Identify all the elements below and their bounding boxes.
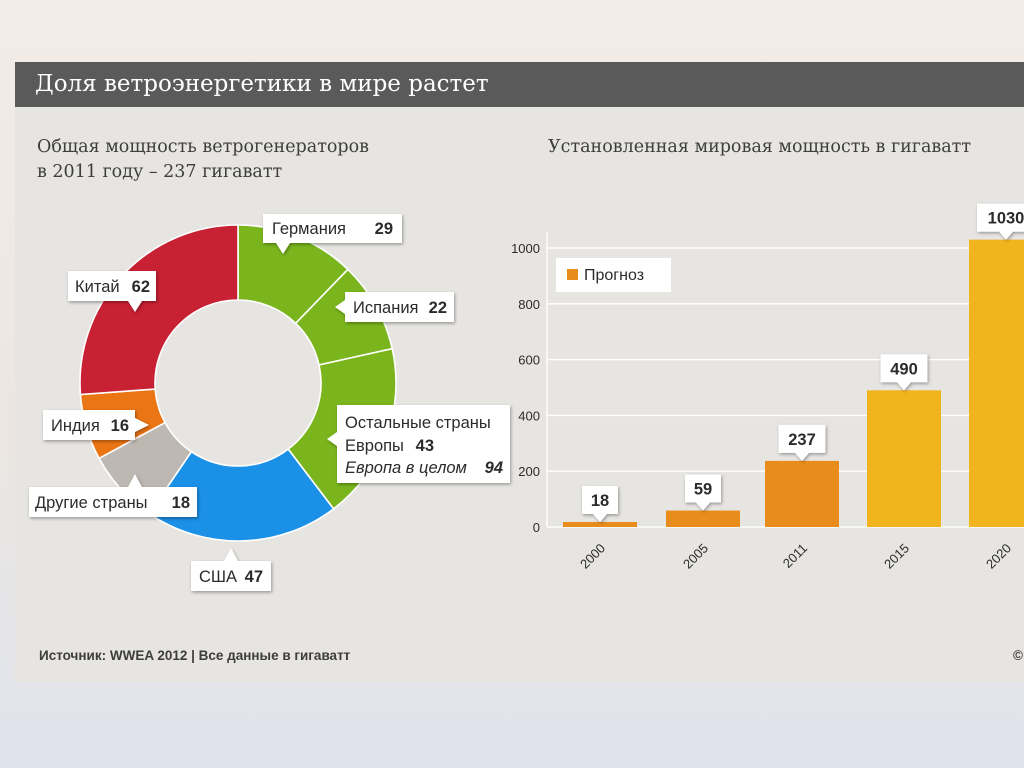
donut-label-rest-europe: Остальные страны Европы 43 Европа в целом 94 [327,405,510,483]
x-tick-label-2000: 2000 [577,541,608,572]
y-tick-label: 600 [518,353,540,368]
label-rest-europe-value: 43 [416,437,434,455]
label-rest-europe-line2: Европы [345,437,404,455]
y-tick-label: 400 [518,408,540,423]
donut-title-line1: Общая мощность ветрогенераторов [37,137,369,157]
label-europe-total-name: Европа в целом [345,459,467,477]
label-box [68,271,156,312]
donut-label-other: Другие страны 18 [29,474,197,517]
x-tick-label-2005: 2005 [680,541,711,572]
label-box [263,214,402,254]
charts-canvas: Германия 29 Испания 22 Остальные страны Европ… [29,203,1024,591]
label-other-value: 18 [172,494,190,512]
bar-2020 [969,239,1024,527]
bar-value-label-2011: 237 [778,424,826,461]
label-germany-name: Германия [272,220,346,238]
bar-value-label-2015: 490 [880,354,928,391]
bar-2000 [563,521,637,527]
value-label-box [582,485,618,522]
label-box [43,410,149,440]
source-footer: Источник: WWEA 2012 | Все данные в гигав… [39,648,351,663]
bar-2011 [765,460,839,527]
label-usa-value: 47 [245,568,263,586]
bar-2015 [867,390,941,527]
donut-title-line2: в 2011 году – 237 гигаватт [37,162,283,182]
label-china-name: Китай [75,278,120,296]
label-europe-total-value: 94 [485,459,503,477]
label-box [335,292,454,322]
donut-slice-china [79,224,239,396]
value-label-text: 59 [694,481,712,499]
page-title: Доля ветроэнергетики в мире растет [35,71,489,97]
bar-value-label-2020: 1030 [977,203,1024,240]
legend-label: Прогноз [584,267,644,284]
donut-chart: Германия 29 Испания 22 Остальные страны Европ… [29,214,510,591]
bar-value-label-2005: 59 [685,474,721,511]
label-box [29,474,197,517]
bar-value-label-2000: 18 [582,485,618,522]
value-label-box [880,354,928,391]
x-tick-label-2011: 2011 [780,541,810,571]
label-box [327,405,510,483]
donut-label-india: Индия 16 [43,410,149,440]
y-tick-label: 0 [533,520,540,535]
legend: Прогноз [556,258,671,292]
copyright-mark: © [1013,648,1023,663]
donut-label-china: Китай 62 [68,271,156,312]
label-india-value: 16 [111,417,129,435]
donut-label-germany: Германия 29 [263,214,402,254]
title-bar: Доля ветроэнергетики в мире растет [15,62,1024,107]
label-box [191,548,271,591]
value-label-box [778,424,826,461]
bar-2005 [666,510,740,527]
label-india-name: Индия [51,417,100,435]
value-label-text: 490 [890,360,918,378]
donut-label-spain: Испания 22 [335,292,454,322]
value-label-box [685,474,721,511]
value-label-box [977,203,1024,240]
y-tick-label: 800 [518,297,540,312]
label-spain-name: Испания [353,299,418,317]
bar-chart-title: Установленная мировая мощность в гигават… [548,137,972,157]
x-tick-label-2015: 2015 [881,541,912,572]
bar-chart: 0 200 400 600 800 1000 18 2000 59 2005 237 2011 490 2… [511,203,1024,572]
label-other-name: Другие страны [35,494,148,512]
y-tick-label: 200 [518,464,540,479]
y-tick-label: 1000 [511,241,540,256]
value-label-text: 237 [788,431,816,449]
value-label-text: 1030 [988,210,1024,228]
donut-chart-title: Общая мощность ветрогенераторов в 2011 г… [37,135,457,185]
label-spain-value: 22 [429,299,447,317]
donut-label-usa: США 47 [191,548,271,591]
label-usa-name: США [199,568,237,586]
label-germany-value: 29 [375,220,393,238]
legend-swatch [567,269,578,280]
value-label-text: 18 [591,492,609,510]
label-rest-europe-line1: Остальные страны [345,414,491,432]
label-china-value: 62 [132,278,150,296]
x-tick-label-2020: 2020 [983,541,1014,572]
infographic-panel: Доля ветроэнергетики в мире растет Общая… [15,62,1024,682]
